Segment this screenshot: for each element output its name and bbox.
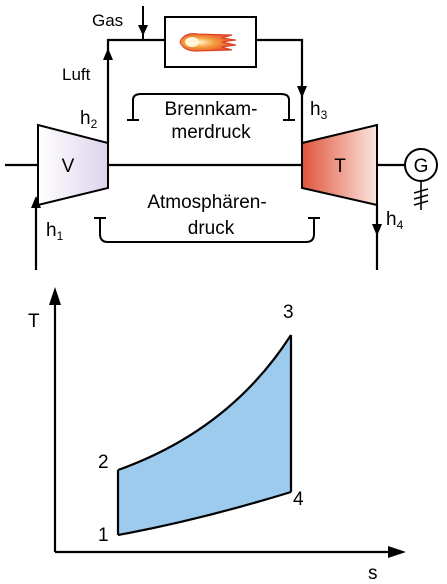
atmospheric-pressure-bracket — [99, 218, 315, 243]
h4-label: h4 — [386, 209, 404, 232]
turbine-label: T — [334, 156, 346, 177]
gas-label: Gas — [92, 11, 123, 30]
generator-label: G — [414, 156, 429, 177]
ground-icon — [413, 181, 429, 210]
compressor-label: V — [62, 156, 75, 177]
x-axis-arrow-icon — [388, 546, 406, 558]
point-3-label: 3 — [283, 302, 294, 323]
hot-gas-arrow-icon — [297, 86, 307, 98]
ts-diagram: T s 1 2 3 4 — [28, 287, 406, 584]
h2-label: h2 — [80, 108, 98, 131]
outlet-arrow-icon — [372, 224, 382, 236]
inlet-arrow-icon — [31, 196, 41, 208]
point-4-label: 4 — [293, 489, 304, 510]
air-arrow-icon — [103, 48, 113, 60]
atmospheric-pressure-line2: druck — [188, 218, 235, 239]
combustion-pressure-line2: merdruck — [171, 122, 251, 143]
combustion-pressure-bracket — [132, 93, 290, 120]
isobar-high-pressure — [117, 334, 292, 472]
compressor — [37, 123, 109, 207]
y-axis-label: T — [28, 311, 40, 332]
cycle-area — [118, 335, 291, 535]
point-1-label: 1 — [98, 525, 109, 546]
point-2-label: 2 — [98, 452, 109, 473]
x-axis-label: s — [368, 563, 378, 584]
gas-arrow-icon — [138, 25, 148, 36]
combustion-pressure-line1: Brennkam- — [165, 99, 258, 120]
air-pipe — [106, 38, 165, 143]
y-axis-arrow-icon — [49, 287, 61, 305]
flame-icon — [179, 33, 237, 52]
schematic: V T G Gas Luft — [5, 6, 438, 270]
h3-label: h3 — [310, 99, 328, 122]
atmospheric-pressure-line1: Atmosphären- — [147, 192, 266, 213]
hot-gas-pipe — [256, 38, 304, 143]
isobar-low-pressure — [117, 490, 292, 537]
luft-label: Luft — [62, 65, 91, 84]
h1-label: h1 — [46, 220, 64, 243]
